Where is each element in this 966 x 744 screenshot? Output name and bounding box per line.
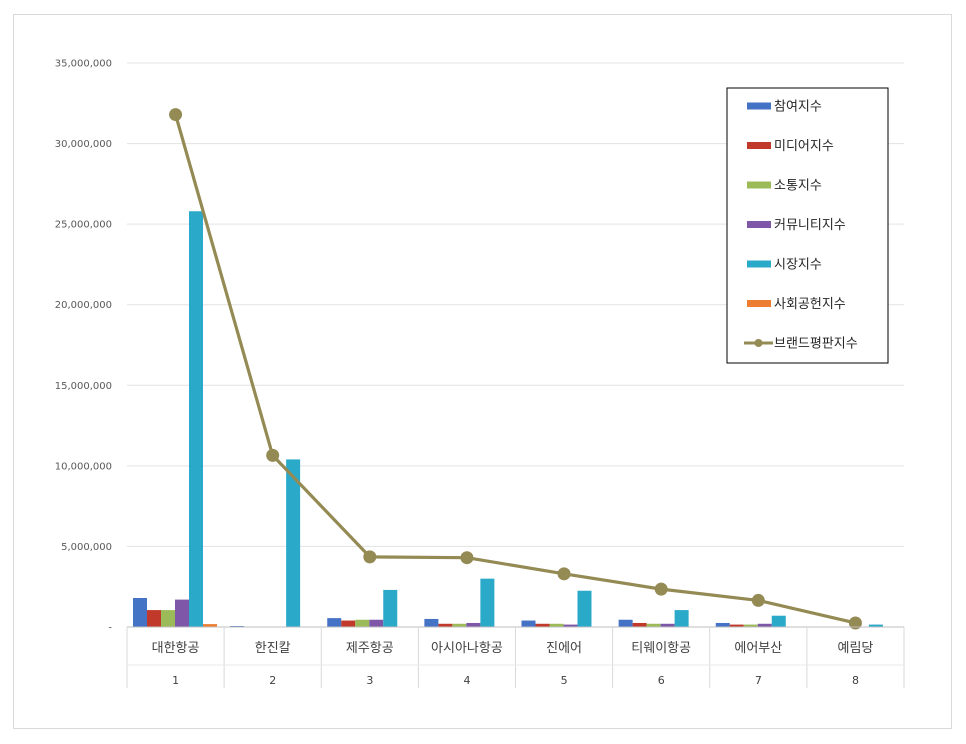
bar (161, 610, 175, 627)
bar (771, 615, 786, 627)
bar (383, 589, 398, 627)
x-tick-number: 8 (852, 674, 859, 687)
y-tick-label: - (108, 623, 112, 634)
bar (868, 624, 883, 627)
x-tick-label: 아시아나항공 (431, 641, 503, 656)
legend-label: 커뮤니티지수 (774, 218, 846, 233)
y-axis-ticks: - 5,000,000 10,000,000 15,000,000 20,000,000… (55, 59, 113, 634)
legend-swatch (747, 181, 771, 189)
bar (355, 619, 370, 627)
bar (674, 610, 689, 627)
legend-swatch (747, 221, 771, 228)
bar (632, 622, 647, 627)
x-tick-label: 진에어 (546, 641, 582, 656)
x-tick-label: 한진칼 (255, 641, 291, 656)
y-tick-label: 25,000,000 (55, 220, 112, 231)
bar (660, 623, 675, 627)
legend-label: 미디어지수 (774, 139, 834, 154)
bar (175, 599, 189, 627)
legend-swatch (747, 142, 771, 149)
bar (549, 623, 564, 627)
bar (203, 624, 217, 627)
legend-marker (754, 339, 763, 347)
legend-swatch (747, 260, 771, 268)
x-tick-label: 제주항공 (346, 641, 394, 656)
bar (729, 624, 744, 627)
legend-label: 사회공헌지수 (774, 297, 846, 312)
line-point (266, 448, 280, 462)
bar (341, 620, 356, 627)
x-tick-number: 5 (561, 674, 568, 687)
bar (327, 618, 342, 627)
bar (646, 623, 661, 627)
bar (452, 623, 467, 627)
legend-label: 참여지수 (774, 100, 822, 115)
line-point (169, 108, 183, 122)
line-point (557, 567, 571, 581)
series-line (174, 114, 856, 625)
bar (369, 619, 384, 627)
bar (743, 624, 758, 627)
x-tick-number: 7 (755, 674, 762, 687)
bar (535, 623, 550, 627)
bar (438, 623, 453, 627)
bar (286, 459, 301, 627)
y-tick-label: 5,000,000 (61, 542, 112, 553)
bar (480, 578, 495, 627)
y-tick-label: 35,000,000 (55, 59, 112, 70)
line-point (654, 582, 668, 596)
bar (466, 622, 481, 627)
bar (715, 622, 730, 627)
bar (577, 590, 592, 627)
y-tick-label: 10,000,000 (55, 461, 112, 472)
x-tick-number: 3 (366, 674, 373, 687)
x-tick-label: 티웨이항공 (631, 641, 691, 656)
line-point (363, 550, 377, 564)
line-point (848, 616, 862, 630)
bar (147, 610, 161, 627)
legend-swatch (747, 102, 771, 110)
bar (189, 211, 203, 627)
line-point (751, 593, 765, 607)
x-axis: 대한항공 1 한진칼 2 제주항공 3 아시아나항공 4 진에어 5 티웨이항공 6 에어부산 7 예림당 8 (126, 626, 905, 688)
legend-label: 소통지수 (774, 179, 822, 194)
bars (133, 211, 883, 628)
legend-label: 시장지수 (774, 258, 822, 273)
legend-swatch (747, 300, 771, 307)
y-tick-label: 15,000,000 (55, 381, 112, 392)
x-tick-number: 4 (463, 674, 470, 687)
bar (424, 618, 439, 627)
legend-label: 브랜드평판지수 (774, 337, 858, 352)
line-series (169, 108, 862, 630)
x-tick-number: 1 (172, 674, 179, 687)
x-tick-number: 6 (658, 674, 665, 687)
x-tick-label: 대한항공 (152, 641, 200, 656)
bar (618, 619, 633, 627)
bar (133, 597, 147, 627)
x-tick-number: 2 (269, 674, 276, 687)
bar (521, 620, 536, 627)
x-tick-label: 예림당 (837, 641, 873, 656)
bar (563, 624, 578, 627)
line-point (460, 551, 474, 565)
y-tick-label: 30,000,000 (55, 139, 112, 150)
x-tick-label: 에어부산 (734, 641, 782, 656)
y-tick-label: 20,000,000 (55, 300, 112, 311)
bar (757, 623, 772, 627)
